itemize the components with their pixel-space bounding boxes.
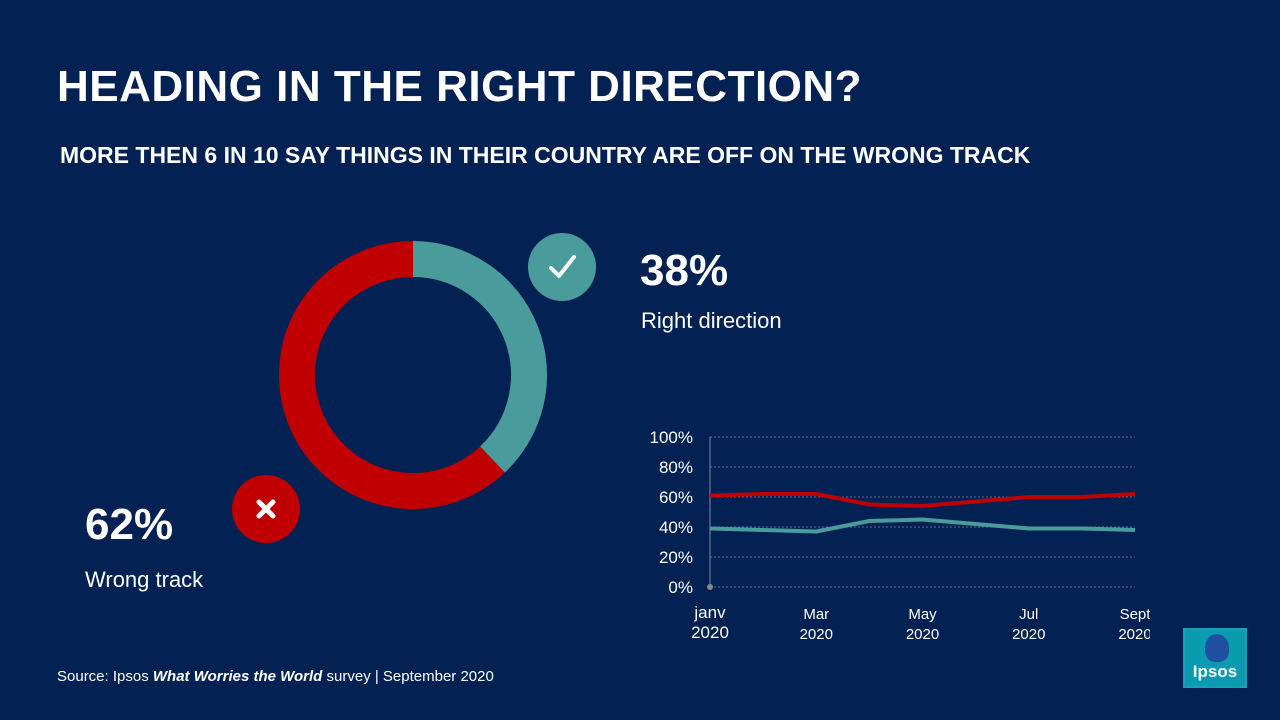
y-tick-label: 40% <box>659 518 693 537</box>
x-tick-label: Mar <box>803 606 829 623</box>
x-tick-year-label: 2020 <box>906 626 939 643</box>
series-line-1 <box>709 517 1136 534</box>
y-tick-label: 60% <box>659 488 693 507</box>
donut-slice-wrong-track <box>279 241 505 509</box>
wrong-track-label: Wrong track <box>85 567 204 592</box>
y-tick-label: 20% <box>659 548 693 567</box>
check-icon <box>549 255 576 278</box>
series-line-0 <box>709 492 1136 508</box>
source-survey-name: What Worries the World <box>152 668 323 685</box>
donut-slice-right-direction <box>412 241 547 473</box>
cross-icon <box>256 499 276 519</box>
y-tick-label: 0% <box>668 578 693 597</box>
logo-text: Ipsos <box>1192 662 1238 681</box>
line-chart: 100%80%60%40%20%0%janv2020Mar2020May2020… <box>650 428 1150 643</box>
ipsos-logo: Ipsos <box>1183 628 1247 688</box>
page-subtitle: MORE THEN 6 IN 10 SAY THINGS IN THEIR CO… <box>60 142 1031 168</box>
wrong-track-value: 62% <box>85 500 174 549</box>
wrong-track-badge <box>232 475 300 543</box>
source-note: Source: Ipsos What Worries the World sur… <box>57 668 494 685</box>
x-tick-year-label: 2020 <box>800 626 833 643</box>
right-direction-value: 38% <box>640 246 729 295</box>
y-tick-label: 100% <box>650 428 693 447</box>
source-suffix: survey | September 2020 <box>322 668 494 685</box>
y-tick-label: 80% <box>659 458 693 477</box>
x-tick-label: Sept <box>1120 606 1150 623</box>
donut-chart <box>279 241 547 509</box>
axis-origin-dot <box>707 584 713 590</box>
right-direction-label: Right direction <box>641 308 782 333</box>
right-direction-badge <box>528 233 596 301</box>
x-tick-label: Jul <box>1019 606 1038 623</box>
source-prefix: Source: Ipsos <box>57 668 153 685</box>
x-tick-label: May <box>908 606 937 623</box>
page-title: HEADING IN THE RIGHT DIRECTION? <box>57 62 863 111</box>
x-tick-label: janv <box>693 603 726 622</box>
x-tick-year-label: 2020 <box>1118 626 1150 643</box>
x-tick-year-label: 2020 <box>691 623 729 642</box>
logo-head-icon <box>1205 634 1229 662</box>
x-tick-year-label: 2020 <box>1012 626 1045 643</box>
